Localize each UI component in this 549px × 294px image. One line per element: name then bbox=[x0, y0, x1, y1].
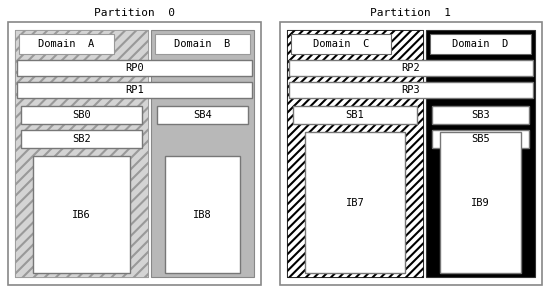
Bar bbox=[305, 132, 405, 273]
Bar bbox=[151, 30, 254, 277]
Bar bbox=[280, 22, 542, 285]
Text: IB9: IB9 bbox=[471, 198, 490, 208]
Bar bbox=[15, 30, 148, 277]
Text: SB4: SB4 bbox=[193, 110, 212, 120]
Bar bbox=[155, 34, 250, 54]
Bar bbox=[17, 60, 252, 76]
Text: SB2: SB2 bbox=[72, 134, 91, 144]
Text: IB8: IB8 bbox=[193, 210, 212, 220]
Bar bbox=[432, 106, 529, 124]
Text: Partition  1: Partition 1 bbox=[371, 8, 451, 18]
Text: SB0: SB0 bbox=[72, 110, 91, 120]
Bar bbox=[165, 156, 240, 273]
Bar bbox=[287, 30, 423, 277]
Bar bbox=[15, 30, 148, 277]
Bar bbox=[432, 130, 529, 148]
Bar bbox=[157, 106, 248, 124]
Text: RP0: RP0 bbox=[125, 63, 144, 73]
Bar bbox=[289, 82, 533, 98]
Text: Domain  D: Domain D bbox=[452, 39, 508, 49]
Text: Domain  C: Domain C bbox=[313, 39, 369, 49]
Bar bbox=[21, 106, 142, 124]
Bar bbox=[430, 34, 531, 54]
Text: RP2: RP2 bbox=[402, 63, 421, 73]
Text: RP3: RP3 bbox=[402, 85, 421, 95]
Text: Domain  A: Domain A bbox=[38, 39, 94, 49]
Bar bbox=[426, 30, 535, 277]
Bar bbox=[19, 34, 114, 54]
Text: SB3: SB3 bbox=[471, 110, 490, 120]
Text: SB1: SB1 bbox=[346, 110, 365, 120]
Bar bbox=[440, 132, 521, 273]
Bar bbox=[21, 130, 142, 148]
Text: IB6: IB6 bbox=[72, 210, 91, 220]
Bar bbox=[33, 156, 130, 273]
Text: Domain  B: Domain B bbox=[175, 39, 231, 49]
Bar bbox=[289, 60, 533, 76]
Bar bbox=[293, 106, 417, 124]
Text: SB5: SB5 bbox=[471, 134, 490, 144]
Text: Partition  0: Partition 0 bbox=[94, 8, 175, 18]
Bar bbox=[287, 30, 423, 277]
Text: IB7: IB7 bbox=[346, 198, 365, 208]
Bar bbox=[17, 82, 252, 98]
Bar bbox=[8, 22, 261, 285]
Text: RP1: RP1 bbox=[125, 85, 144, 95]
Bar bbox=[291, 34, 391, 54]
